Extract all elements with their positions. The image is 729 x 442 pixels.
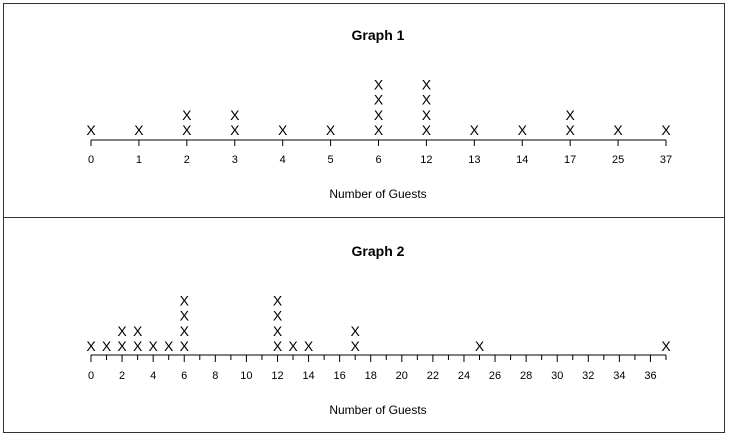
graph-1-tick-label: 12 [420,154,432,166]
graph-2-tick-label: 34 [613,370,625,382]
graph-2-x-mark: X [304,338,314,354]
graph-2-x-mark: X [273,323,283,339]
graph-1-x-mark: X [374,107,384,123]
graph-2-x-mark: X [86,338,96,354]
graph-1-tick-label: 37 [660,154,672,166]
graph-2-x-mark: X [148,338,158,354]
graph-2-tick-label: 30 [551,370,563,382]
graph-1-x-mark: X [518,122,528,138]
graph-2-x-mark: X [180,308,190,324]
graph-1-x-mark: X [422,76,432,92]
graph-1-x-mark: X [422,122,432,138]
graph-2-tick-label: 8 [212,370,218,382]
graph-2-x-mark: X [273,292,283,308]
graph-1-tick-label: 13 [468,154,480,166]
graph-2-x-mark: X [133,338,143,354]
graph-2-xlabel: Number of Guests [329,403,426,417]
graph-1-axis: 0 1 2 3 4 5 6 12 13 14 17 25 37 [88,139,672,166]
graph-1-tick-label: 2 [184,154,190,166]
graph-1-x-mark: X [230,122,240,138]
graph-1-tick-label: 0 [88,154,94,166]
graph-2-x-mark: X [351,338,361,354]
graph-2-tick-label: 24 [458,370,470,382]
graph-2-tick-label: 22 [427,370,439,382]
graph-2-tick-label: 26 [489,370,501,382]
graph-2-tick-label: 18 [365,370,377,382]
graph-2-tick-label: 4 [150,370,156,382]
graph-1-x-mark: X [278,122,288,138]
graph-1-x-mark: X [565,107,575,123]
graph-1-x-mark: X [565,122,575,138]
graph-2-tick-label: 20 [396,370,408,382]
graph-1-x-mark: X [374,122,384,138]
graph-2-x-mark: X [351,323,361,339]
graph-1-x-mark: X [230,107,240,123]
graph-1-x-mark: X [182,107,192,123]
graph-1-x-mark: X [134,122,144,138]
graph-1-title: Graph 1 [352,27,405,43]
graph-2-x-mark: X [102,338,112,354]
graph-2-tick-label: 14 [302,370,314,382]
graph-2-tick-label: 12 [271,370,283,382]
graph-2-tick-label: 6 [181,370,187,382]
graph-1-tick-label: 17 [564,154,576,166]
graph-2-tick-label: 32 [582,370,594,382]
graph-2-tick-label: 28 [520,370,532,382]
panel-2-border [3,217,725,433]
graph-2-axis: 0 2 4 6 8 10 12 14 16 18 20 22 24 26 28 30 32 34 36 [88,354,667,382]
graph-2-tick-label: 16 [334,370,346,382]
graph-1-x-mark: X [182,122,192,138]
graph-2-title: Graph 2 [352,243,405,259]
graph-1-tick-label: 6 [375,154,381,166]
graph-2-x-mark: X [117,323,127,339]
graph-1-xlabel: Number of Guests [329,187,426,201]
graph-2-x-mark: X [180,338,190,354]
graph-1-x-mark: X [374,76,384,92]
graph-1-x-mark: X [422,107,432,123]
graph-1-x-mark: X [374,92,384,108]
graph-1-x-mark: X [661,122,671,138]
graph-1-tick-label: 5 [328,154,334,166]
graph-1-tick-label: 3 [232,154,238,166]
graph-2-tick-label: 0 [88,370,94,382]
graph-1-x-mark: X [422,92,432,108]
graph-1-x-mark: X [86,122,96,138]
graph-2-x-mark: X [288,338,298,354]
graph-2-x-mark: X [180,323,190,339]
graph-1-x-mark: X [326,122,336,138]
graph-2-x-mark: X [133,323,143,339]
graph-2-x-mark: X [273,338,283,354]
graph-1-x-mark: X [470,122,480,138]
graph-2-tick-label: 2 [119,370,125,382]
graph-1-x-mark: X [613,122,623,138]
graph-1-tick-label: 4 [280,154,286,166]
graph-2-x-mark: X [273,308,283,324]
graph-1-tick-label: 25 [612,154,624,166]
graph-1-tick-label: 1 [136,154,142,166]
graph-2-x-mark: X [164,338,174,354]
graph-2-tick-label: 10 [240,370,252,382]
graph-2-x-mark: X [180,292,190,308]
graph-2-x-mark: X [475,338,485,354]
graph-1-tick-label: 14 [516,154,528,166]
graph-2-x-mark: X [117,338,127,354]
graph-2-tick-label: 36 [644,370,656,382]
graph-2-x-mark: X [661,338,671,354]
